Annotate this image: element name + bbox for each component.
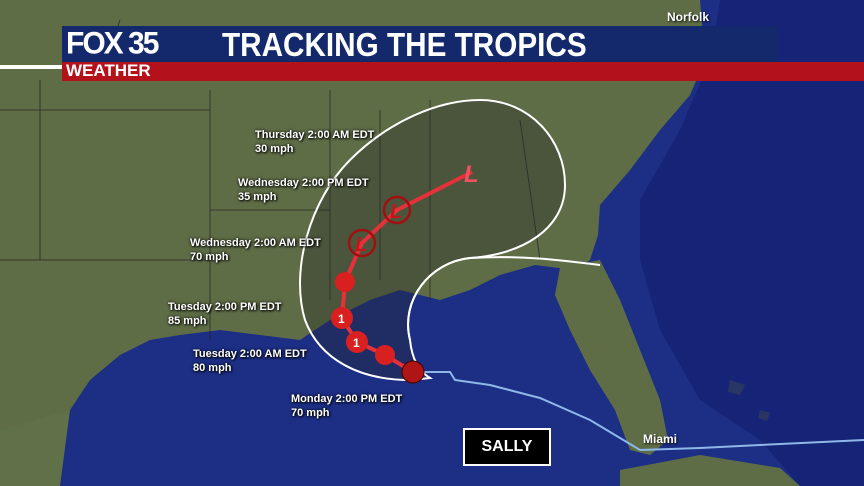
forecast-label: Wednesday 2:00 PM EDT 35 mph xyxy=(238,177,369,203)
station-logo-subtext: WEATHER xyxy=(66,61,151,80)
header-red-bar xyxy=(62,62,864,81)
forecast-label: Tuesday 2:00 AM EDT 80 mph xyxy=(193,348,307,374)
storm-name-badge: SALLY xyxy=(463,428,551,466)
station-logo: FOX 35 xyxy=(66,26,159,61)
svg-text:L: L xyxy=(390,201,402,223)
hurricane-icon xyxy=(346,331,368,353)
low-marker: L xyxy=(464,161,479,188)
forecast-label: Wednesday 2:00 AM EDT 70 mph xyxy=(190,237,321,263)
header-bar xyxy=(62,26,778,62)
header-accent-line xyxy=(0,65,62,69)
atlantic xyxy=(640,0,864,486)
forecast-label: Tuesday 2:00 PM EDT 85 mph xyxy=(168,301,282,327)
land-florida xyxy=(555,260,668,455)
hurricane-icon xyxy=(375,345,395,365)
svg-text:1: 1 xyxy=(338,312,345,326)
forecast-label: Thursday 2:00 AM EDT 30 mph xyxy=(255,129,375,155)
land-mexico xyxy=(0,410,70,486)
hurricane-icon xyxy=(335,272,355,292)
hurricane-icon xyxy=(401,360,425,384)
city-label-norfolk: Norfolk xyxy=(667,10,709,24)
low-marker-circled xyxy=(347,228,377,258)
svg-text:L: L xyxy=(355,234,367,256)
city-label-miami: Miami xyxy=(643,432,678,446)
storm-markers: L L L 1 1 xyxy=(331,161,479,384)
low-marker-circled xyxy=(382,195,412,225)
svg-text:1: 1 xyxy=(353,336,360,350)
forecast-label: Monday 2:00 PM EDT 70 mph xyxy=(291,393,403,419)
state-borders xyxy=(0,19,541,340)
hurricane-icon xyxy=(331,307,353,329)
cuba xyxy=(620,455,800,486)
page-title: TRACKING THE TROPICS xyxy=(222,26,587,63)
past-track xyxy=(413,371,864,452)
